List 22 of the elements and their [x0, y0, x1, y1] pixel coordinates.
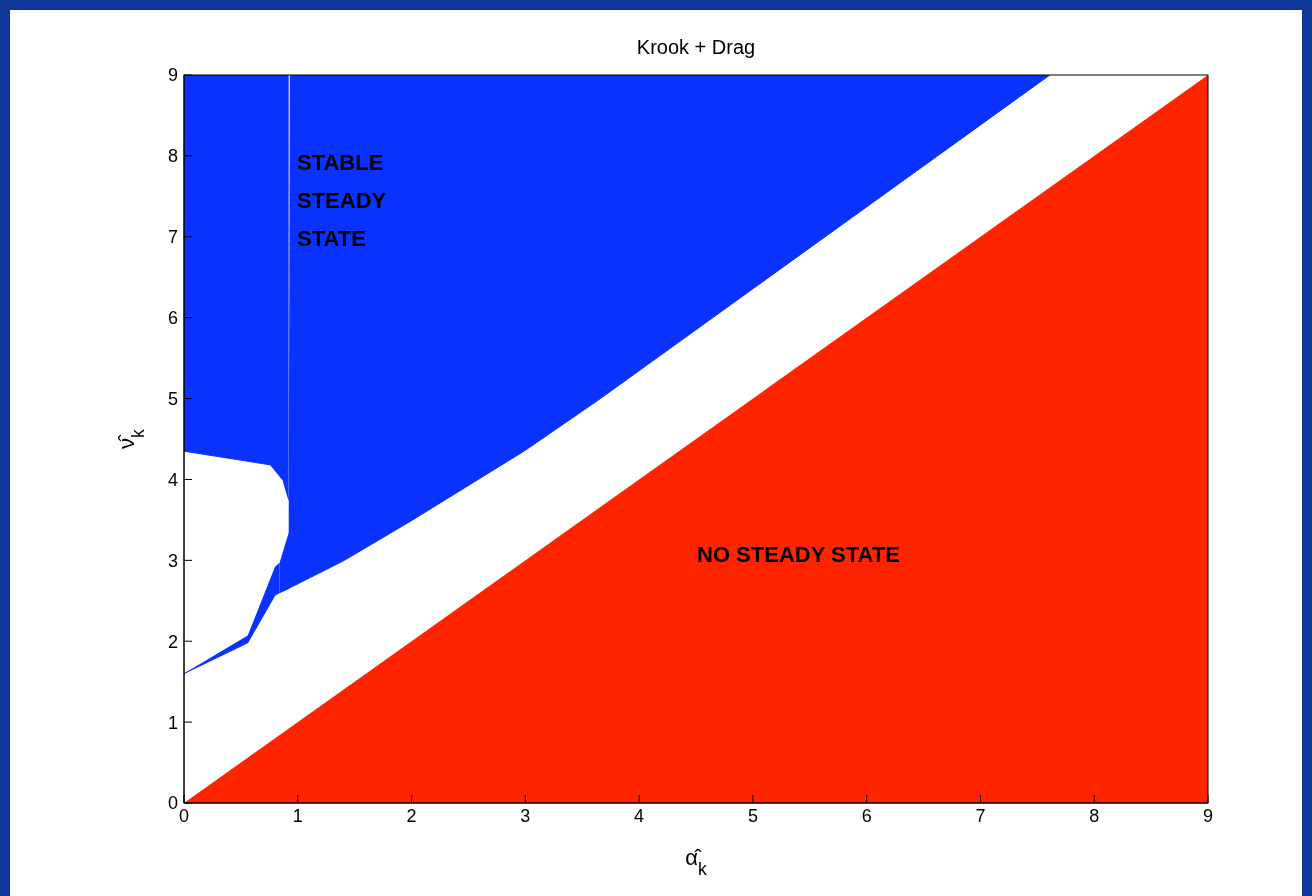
x-tick-label: 6 [861, 805, 872, 826]
annotation: NO STEADY STATE [697, 542, 900, 567]
x-tick-label: 1 [292, 805, 303, 826]
y-tick-label: 1 [167, 712, 178, 733]
y-tick-label: 9 [167, 65, 178, 86]
y-tick-label: 2 [167, 631, 178, 652]
y-tick-label: 4 [167, 469, 178, 490]
y-tick-label: 6 [167, 308, 178, 329]
x-tick-label: 9 [1202, 805, 1214, 826]
x-tick-label: 5 [747, 805, 758, 826]
chart-title: Krook + Drag [636, 36, 756, 58]
y-tick-label: 3 [167, 550, 178, 571]
x-tick-label: 7 [975, 805, 986, 826]
annotation: STABLE STEADY STATE [297, 150, 387, 251]
x-tick-label: 8 [1089, 805, 1100, 826]
x-tick-label: 3 [520, 805, 531, 826]
x-axis-title: α̂$_{k}$ [685, 845, 707, 879]
y-tick-label: 8 [167, 146, 178, 167]
x-tick-label: 2 [406, 805, 417, 826]
x-tick-label: 4 [634, 805, 645, 826]
y-tick-label: 5 [167, 388, 178, 409]
y-tick-label: 7 [167, 227, 178, 248]
